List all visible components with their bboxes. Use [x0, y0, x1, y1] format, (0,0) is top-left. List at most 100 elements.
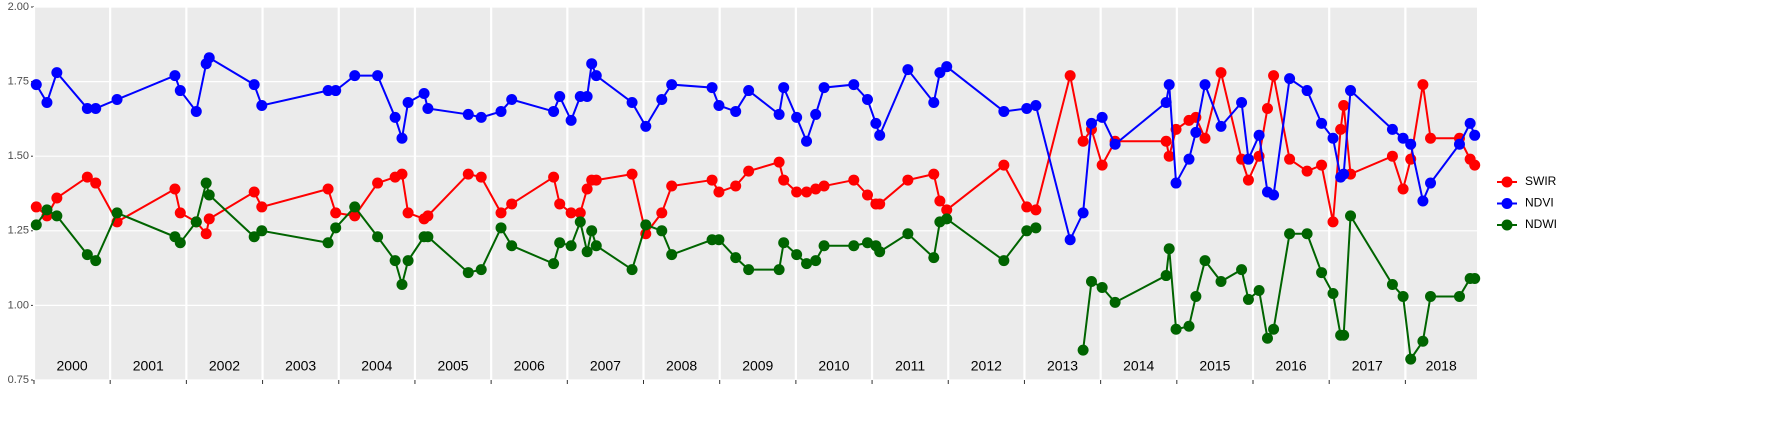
data-point [1109, 296, 1121, 308]
data-point [848, 79, 860, 91]
data-point [1345, 85, 1357, 97]
data-point [810, 183, 822, 195]
data-point [1030, 222, 1042, 234]
data-point [928, 252, 940, 264]
data-point [330, 222, 342, 234]
data-point [506, 94, 518, 106]
data-point [396, 132, 408, 144]
data-point [1316, 159, 1328, 171]
data-point [998, 105, 1010, 117]
data-point [30, 219, 42, 231]
y-tick-label: 1.50 [8, 150, 29, 162]
year-label: 2002 [209, 358, 240, 374]
data-point [934, 195, 946, 207]
data-point [51, 67, 63, 79]
data-point [462, 108, 474, 120]
data-point [666, 180, 678, 192]
data-point [1109, 138, 1121, 150]
data-point [422, 231, 434, 243]
data-point [713, 186, 725, 198]
data-point [730, 105, 742, 117]
data-point [1085, 117, 1097, 129]
data-point [1301, 228, 1313, 240]
data-point [30, 79, 42, 91]
data-point [743, 165, 755, 177]
data-point [941, 213, 953, 225]
data-point [1253, 284, 1265, 296]
data-point [743, 264, 755, 276]
y-tick-label: 1.00 [8, 299, 29, 311]
data-point [902, 174, 914, 186]
y-tick-label: 0.75 [8, 374, 29, 386]
data-point [1301, 165, 1313, 177]
plot-panel [34, 7, 1477, 380]
data-point [810, 255, 822, 267]
data-point [1183, 153, 1195, 165]
data-point [111, 207, 123, 219]
data-point [389, 255, 401, 267]
data-point [256, 201, 268, 213]
data-point [778, 174, 790, 186]
data-point [801, 135, 813, 147]
data-point [1386, 150, 1398, 162]
data-point [1316, 267, 1328, 279]
data-point [590, 174, 602, 186]
data-point [1021, 201, 1033, 213]
year-label: 2017 [1352, 358, 1383, 374]
data-point [1338, 168, 1350, 180]
data-point [111, 94, 123, 106]
data-point [928, 168, 940, 180]
data-point [1215, 276, 1227, 288]
data-point [1160, 96, 1172, 108]
data-point [640, 120, 652, 132]
data-point [1253, 129, 1265, 141]
data-point [1338, 99, 1350, 111]
data-point [874, 246, 886, 258]
data-point [554, 91, 566, 103]
data-point [773, 156, 785, 168]
data-point [581, 183, 593, 195]
data-point [1284, 153, 1296, 165]
data-point [902, 64, 914, 76]
data-point [203, 213, 215, 225]
data-point [1417, 195, 1429, 207]
data-point [874, 129, 886, 141]
data-point [743, 85, 755, 97]
data-point [372, 70, 384, 82]
legend-label: SWIR [1525, 174, 1557, 188]
data-point [81, 102, 93, 114]
data-point [1199, 132, 1211, 144]
data-point [349, 201, 361, 213]
data-point [1064, 234, 1076, 246]
data-point [998, 159, 1010, 171]
data-point [1163, 79, 1175, 91]
data-point [626, 168, 638, 180]
data-point [1327, 216, 1339, 228]
data-point [203, 189, 215, 201]
data-point [706, 82, 718, 94]
data-point [1425, 290, 1437, 302]
data-point [1190, 290, 1202, 302]
data-point [778, 82, 790, 94]
data-point [330, 85, 342, 97]
legend-label: NDVI [1525, 196, 1554, 210]
data-point [810, 108, 822, 120]
data-point [1030, 204, 1042, 216]
data-point [396, 279, 408, 291]
data-point [1327, 132, 1339, 144]
data-point [1417, 79, 1429, 91]
data-point [475, 264, 487, 276]
data-point [713, 99, 725, 111]
data-point [626, 264, 638, 276]
data-point [495, 105, 507, 117]
data-point [1268, 323, 1280, 335]
data-point [1163, 243, 1175, 255]
data-point [200, 177, 212, 189]
data-point [1077, 207, 1089, 219]
data-point [248, 231, 260, 243]
data-point [791, 186, 803, 198]
data-point [51, 210, 63, 222]
data-point [626, 96, 638, 108]
